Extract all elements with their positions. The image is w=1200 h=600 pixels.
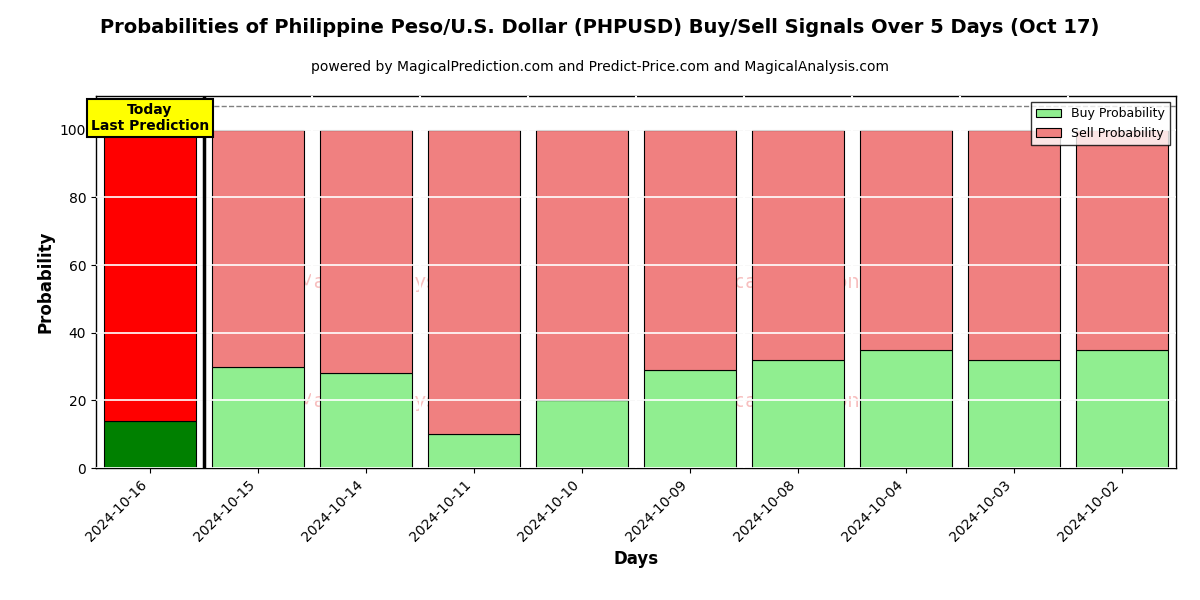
Bar: [536, 130, 628, 400]
X-axis label: Days: Days: [613, 550, 659, 568]
Bar: [104, 130, 196, 421]
Bar: [752, 360, 844, 468]
Text: MagicalPrediction.com: MagicalPrediction.com: [689, 392, 907, 410]
Text: powered by MagicalPrediction.com and Predict-Price.com and MagicalAnalysis.com: powered by MagicalPrediction.com and Pre…: [311, 60, 889, 74]
Bar: [104, 421, 196, 468]
Bar: [536, 400, 628, 468]
Bar: [212, 130, 304, 367]
Bar: [860, 350, 952, 468]
Text: Probabilities of Philippine Peso/U.S. Dollar (PHPUSD) Buy/Sell Signals Over 5 Da: Probabilities of Philippine Peso/U.S. Do…: [101, 18, 1099, 37]
Bar: [320, 130, 412, 373]
Bar: [428, 434, 520, 468]
Text: MagicalAnalysis.com: MagicalAnalysis.com: [298, 392, 499, 410]
Bar: [320, 373, 412, 468]
Bar: [212, 367, 304, 468]
Text: MagicalAnalysis.com: MagicalAnalysis.com: [298, 272, 499, 292]
Bar: [644, 130, 736, 370]
Bar: [860, 130, 952, 350]
Y-axis label: Probability: Probability: [36, 231, 54, 333]
Legend: Buy Probability, Sell Probability: Buy Probability, Sell Probability: [1031, 102, 1170, 145]
Bar: [968, 360, 1060, 468]
Bar: [644, 370, 736, 468]
Bar: [968, 130, 1060, 360]
Bar: [428, 130, 520, 434]
Text: MagicalPrediction.com: MagicalPrediction.com: [689, 272, 907, 292]
Text: Today
Last Prediction: Today Last Prediction: [91, 103, 209, 133]
Bar: [1076, 130, 1168, 350]
Bar: [752, 130, 844, 360]
Bar: [1076, 350, 1168, 468]
